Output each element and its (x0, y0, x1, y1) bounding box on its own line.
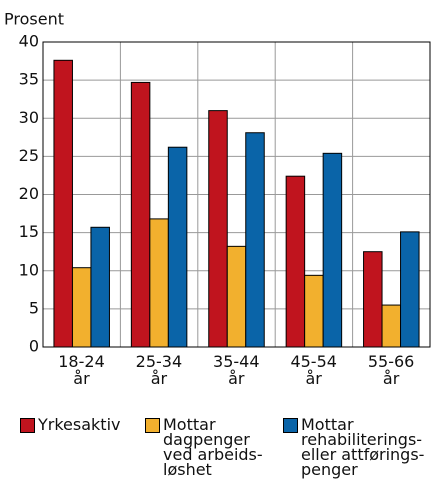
y-tick-label: 35 (19, 70, 39, 89)
bar (304, 274, 324, 348)
legend-swatch (20, 418, 35, 433)
legend-label: Yrkesaktiv (38, 415, 121, 434)
y-tick-label: 30 (19, 108, 39, 127)
x-tick-label: 25-34 år (135, 352, 183, 388)
y-tick-label: 10 (19, 260, 39, 279)
x-tick-label: 45-54 år (290, 352, 337, 388)
bar (208, 110, 228, 348)
bar (363, 251, 383, 348)
legend-swatch (145, 418, 160, 433)
legend-label: Mottar rehabiliterings- eller attførings… (301, 415, 425, 479)
bar (167, 146, 188, 348)
bar (149, 218, 169, 348)
y-tick-label: 0 (29, 337, 39, 356)
x-tick-label: 35-44 år (213, 352, 260, 388)
plot-frame (42, 41, 431, 348)
bar (381, 304, 402, 348)
bar (285, 175, 306, 348)
bar (226, 245, 247, 348)
legend-swatch (283, 418, 298, 433)
x-tick-label: 55-66 år (367, 352, 415, 388)
x-tick-label: 18-24 år (58, 352, 105, 388)
bar (130, 81, 151, 348)
bar (400, 231, 420, 348)
bar (53, 59, 73, 348)
y-tick-label: 5 (29, 298, 39, 317)
bar (245, 132, 265, 348)
bar (322, 152, 343, 348)
bar (90, 226, 110, 348)
y-tick-label: 20 (19, 184, 39, 203)
bar (71, 267, 92, 348)
y-tick-label: 25 (19, 146, 39, 165)
y-tick-label: 15 (19, 222, 39, 241)
y-axis-label: Prosent (4, 10, 64, 29)
y-tick-label: 40 (19, 32, 39, 51)
legend-label: Mottar dagpenger ved arbeids- løshet (163, 415, 263, 479)
